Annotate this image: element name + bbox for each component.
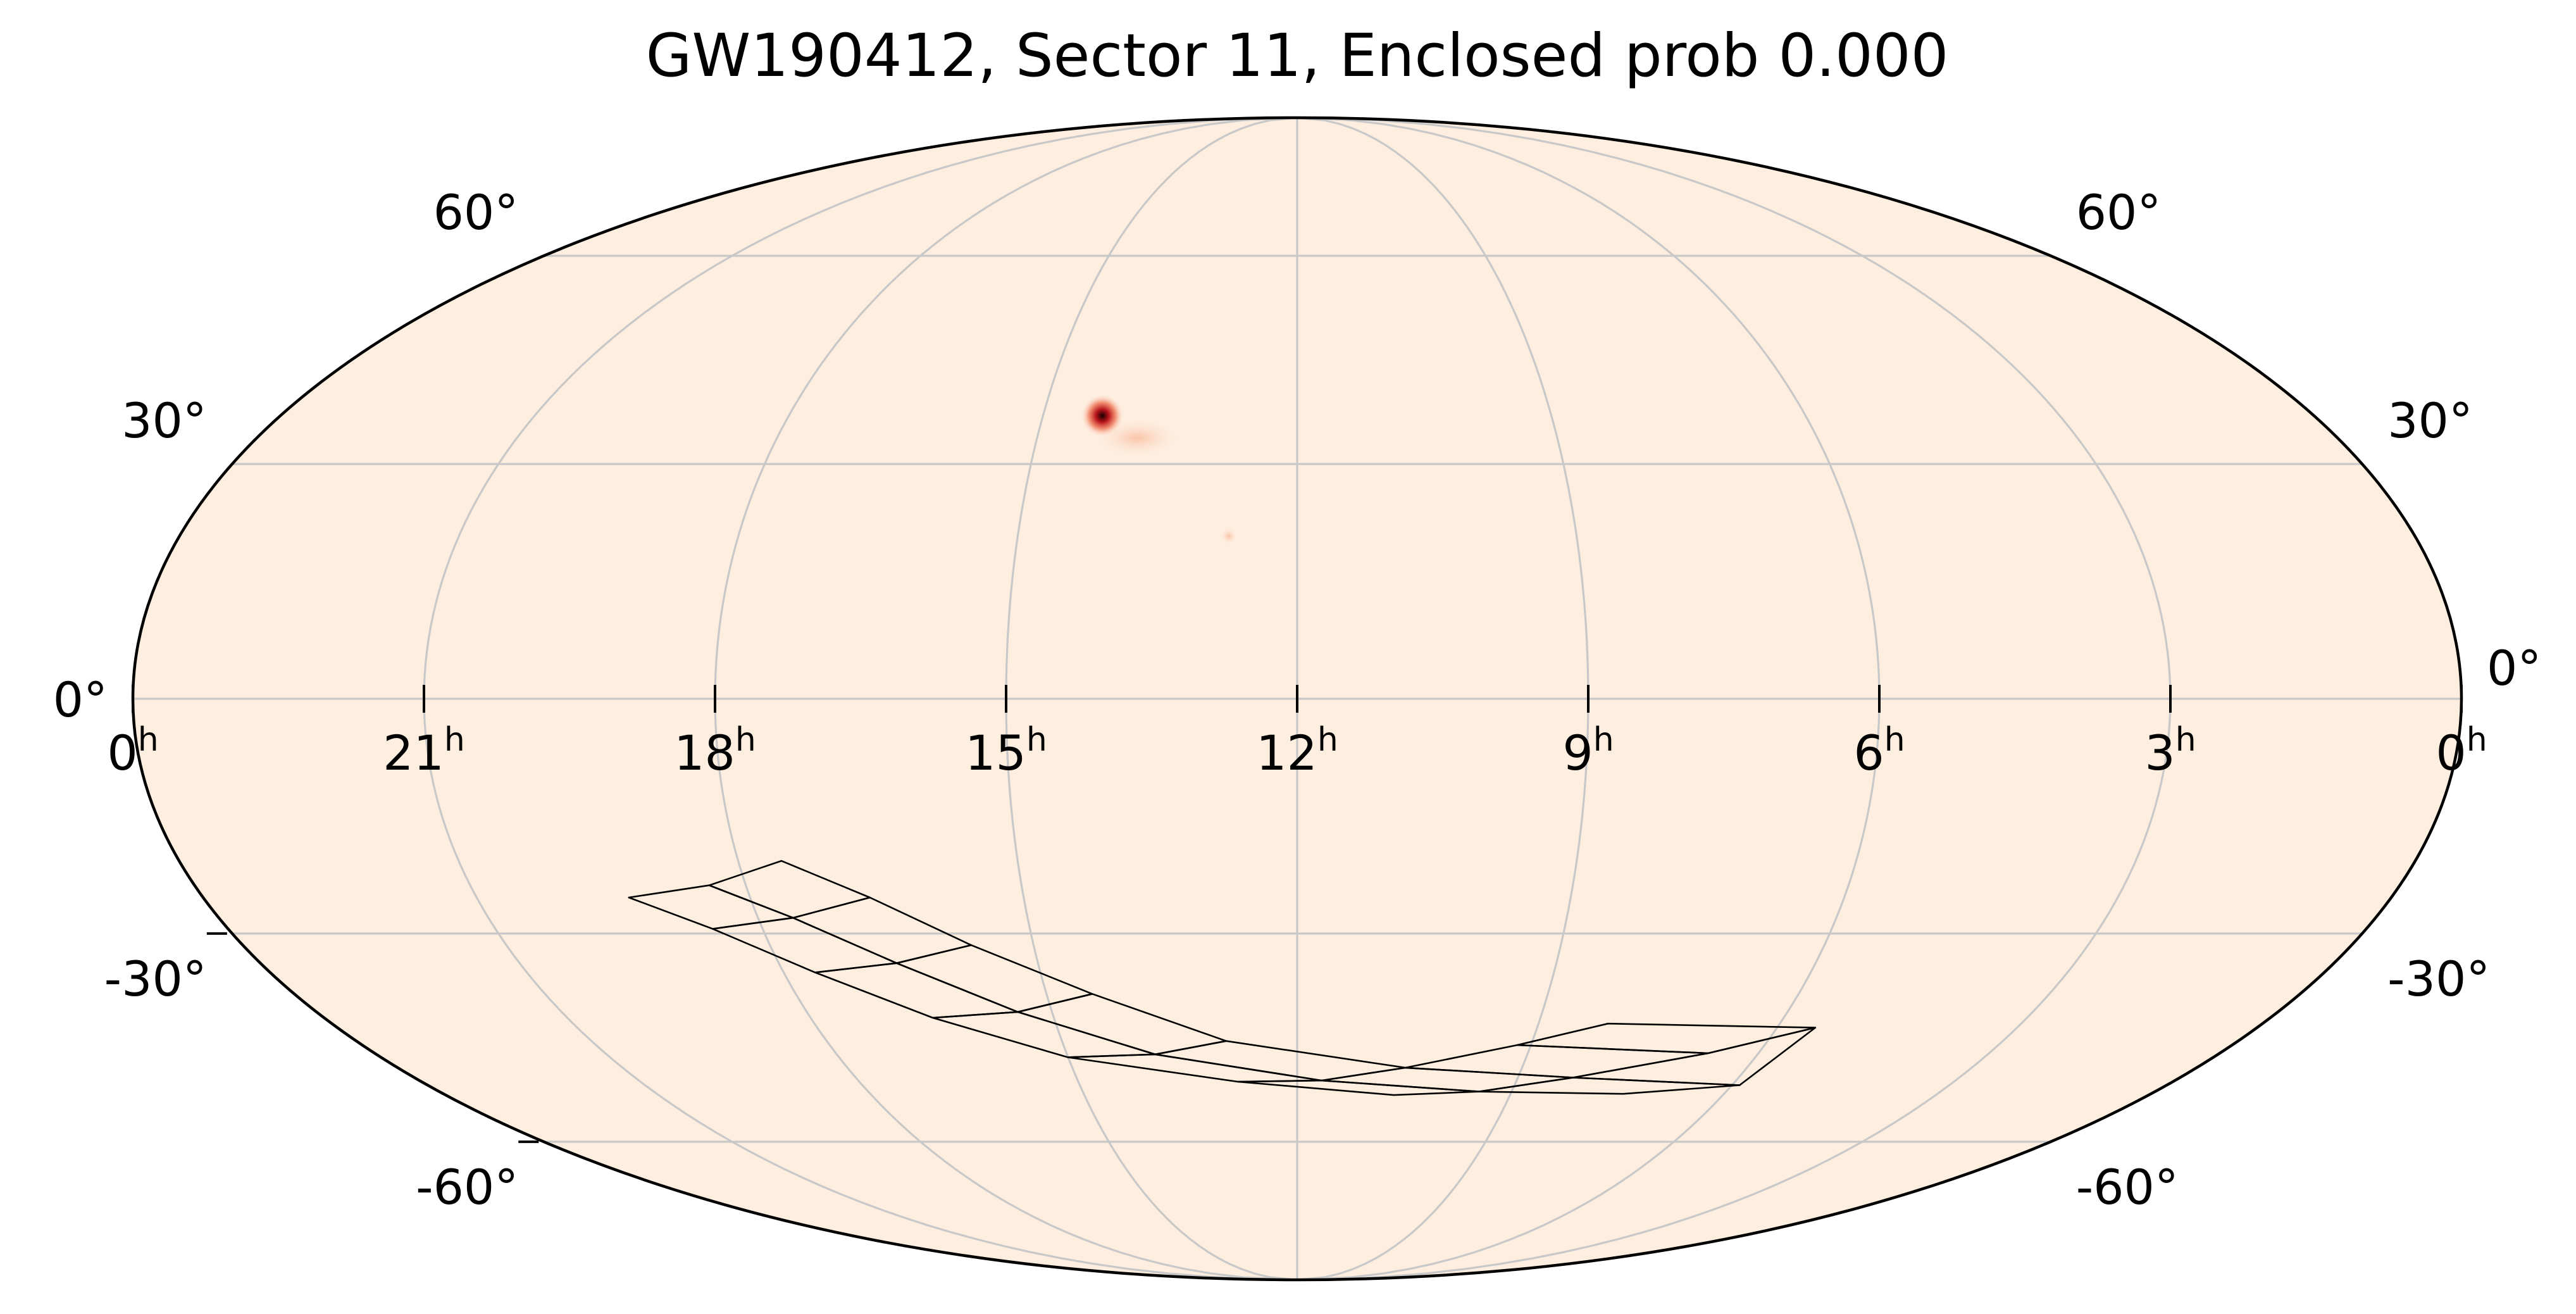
hotspot-faint — [1220, 527, 1238, 545]
ra-axis: 0h 21h 18h 15h 12h 9h 6h 3h 0h — [107, 685, 2487, 781]
probability-hotspot — [1081, 394, 1238, 545]
sector-footprint — [628, 860, 1817, 1096]
dec-label-right: 60° — [2076, 184, 2162, 241]
dec-label-right: 30° — [2387, 392, 2473, 449]
dec-label-left: 30° — [121, 392, 207, 449]
ra-tick-label: 0h — [107, 721, 158, 781]
dec-label-right: 0° — [2487, 640, 2541, 696]
ra-tick-label: 15h — [965, 721, 1047, 781]
ra-tick-label: 6h — [1853, 721, 1905, 781]
dec-label-left: -60° — [416, 1159, 518, 1215]
dec-label-right: -30° — [2387, 951, 2490, 1007]
hotspot-core — [1081, 394, 1124, 437]
ra-tick-label: 0h — [2436, 721, 2487, 781]
dec-label-right: -60° — [2076, 1159, 2179, 1215]
dec-axis: 60° 60° 30° 30° 0° 0° -30° -30° -60° -60° — [53, 184, 2542, 1215]
ra-tick-label: 12h — [1256, 721, 1338, 781]
dec-label-left: 0° — [53, 672, 108, 728]
ccd-tile-15 — [1572, 1027, 1817, 1086]
dec-label-left: 60° — [433, 184, 519, 241]
ra-tick-label: 3h — [2144, 721, 2196, 781]
ra-tick-label: 21h — [383, 721, 465, 781]
ra-tick-label: 9h — [1562, 721, 1614, 781]
map-title: GW190412, Sector 11, Enclosed prob 0.000 — [646, 22, 1949, 91]
dec-label-left: -30° — [104, 951, 207, 1007]
ra-tick-label: 18h — [674, 721, 756, 781]
